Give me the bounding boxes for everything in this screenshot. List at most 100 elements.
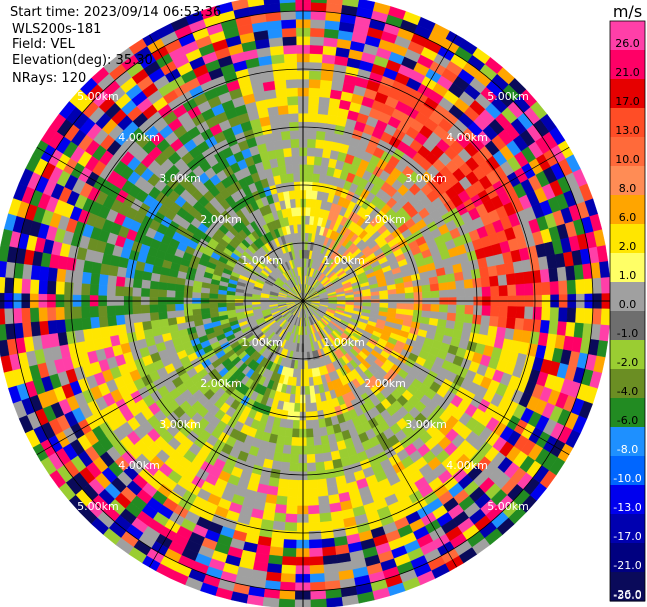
velocity-cell [324, 571, 341, 583]
colorbar: m/s 26.0 21.0 17.0 13.0 10.0 8.0 6.0 2.0 1.0 0.0 -1… [609, 2, 646, 602]
velocity-cell [296, 368, 302, 379]
velocity-cell [29, 279, 40, 295]
velocity-cell [308, 522, 322, 532]
velocity-cell [323, 28, 339, 39]
velocity-cell [308, 87, 320, 97]
velocity-cell [281, 556, 297, 566]
velocity-cell [311, 181, 319, 192]
velocity-cell [97, 305, 108, 318]
velocity-cell [309, 547, 324, 558]
velocity-cell [278, 598, 296, 607]
velocity-cell [21, 307, 31, 324]
velocity-cell [274, 443, 285, 454]
velocity-cell [281, 453, 292, 463]
velocity-cell [473, 286, 483, 297]
velocity-cell [306, 436, 315, 447]
velocity-cell [321, 148, 332, 159]
velocity-cell [455, 279, 465, 290]
velocity-cell [296, 377, 302, 387]
velocity-cell [515, 283, 526, 296]
velocity-cell [370, 302, 381, 308]
velocity-cell [46, 307, 57, 322]
velocity-cell [488, 315, 500, 327]
velocity-cell [488, 275, 500, 287]
velocity-cell [316, 470, 327, 481]
velocity-cell [314, 147, 324, 158]
velocity-cell [430, 304, 440, 312]
velocity-cell [455, 304, 466, 314]
velocity-cell [420, 316, 431, 325]
site-label: WLS200s-181 [12, 22, 102, 37]
velocity-cell [306, 445, 316, 455]
velocity-cell [279, 418, 288, 429]
velocity-cell [278, 113, 290, 124]
velocity-cell [599, 324, 610, 342]
colorbar-tick-label: 21.0 [615, 66, 640, 79]
velocity-cell [89, 272, 101, 286]
velocity-cell [46, 280, 57, 295]
velocity-cell [288, 471, 299, 481]
velocity-cell [191, 292, 202, 299]
velocity-cell [514, 317, 525, 331]
velocity-cell [72, 318, 84, 332]
velocity-cell [438, 311, 448, 321]
velocity-cell [175, 284, 185, 292]
velocity-cell [280, 573, 297, 583]
velocity-cell [89, 284, 99, 296]
velocity-cell [479, 324, 490, 336]
velocity-cell [225, 294, 236, 300]
velocity-cell [158, 274, 169, 284]
velocity-cell [276, 435, 286, 446]
velocity-cell [505, 316, 517, 330]
colorbar-tick-label: -8.0 [617, 443, 638, 456]
velocity-cell [462, 321, 473, 333]
velocity-cell [313, 156, 323, 166]
velocity-cell [305, 198, 312, 208]
velocity-cell [288, 121, 299, 131]
velocity-cell [404, 308, 414, 316]
colorbar-tick-label: -21.0 [613, 559, 641, 572]
velocity-cell [278, 478, 290, 489]
velocity-cell [303, 249, 308, 259]
velocity-cell [325, 468, 336, 480]
velocity-cell [271, 131, 283, 142]
velocity-cell [306, 155, 315, 166]
velocity-cell [297, 360, 302, 370]
velocity-cell [242, 296, 253, 300]
velocity-cell [271, 460, 283, 471]
velocity-cell [294, 402, 301, 413]
velocity-cell [234, 295, 244, 300]
velocity-cell [262, 597, 280, 607]
colorbar-tick-label: -1.0 [617, 327, 638, 340]
velocity-cell [289, 130, 300, 140]
velocity-cell [280, 461, 291, 472]
colorbar-tick-label: -17.0 [613, 530, 641, 543]
velocity-cell [307, 112, 318, 123]
velocity-cell [55, 281, 65, 295]
velocity-cell [183, 303, 193, 311]
velocity-cell [556, 320, 568, 336]
velocity-cell [322, 554, 338, 566]
velocity-cell [286, 419, 294, 429]
velocity-cell [270, 468, 281, 480]
velocity-cell [446, 280, 457, 290]
velocity-cell [549, 307, 560, 322]
velocity-cell [290, 385, 297, 395]
velocity-cell [268, 554, 284, 566]
velocity-cell [167, 275, 178, 285]
velocity-cell [412, 309, 423, 317]
velocity-cell [291, 436, 300, 447]
velocity-cell [599, 260, 610, 278]
velocity-cell [123, 314, 134, 325]
velocity-cell [310, 0, 327, 4]
velocity-cell [314, 444, 324, 455]
velocity-cell [522, 270, 534, 284]
velocity-cell [282, 147, 292, 158]
velocity-cell [268, 477, 280, 488]
velocity-cell [307, 479, 318, 490]
velocity-cell [158, 311, 168, 321]
velocity-cell [157, 289, 168, 298]
velocity-cell [310, 198, 317, 209]
velocity-cell [106, 285, 116, 297]
velocity-cell [573, 263, 585, 280]
